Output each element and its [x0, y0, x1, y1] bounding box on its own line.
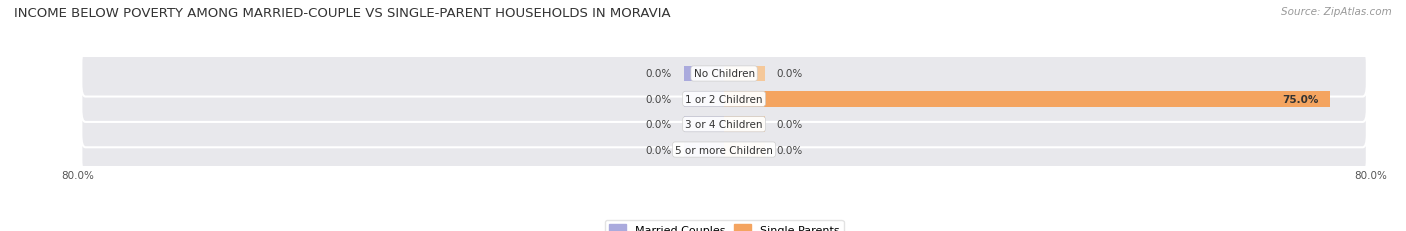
Bar	[724, 142, 765, 158]
FancyBboxPatch shape	[82, 51, 1367, 97]
Text: No Children: No Children	[693, 69, 755, 79]
Text: 1 or 2 Children: 1 or 2 Children	[685, 94, 763, 104]
Bar	[683, 91, 724, 107]
Bar	[724, 91, 1330, 107]
FancyBboxPatch shape	[82, 127, 1367, 173]
Text: 0.0%: 0.0%	[645, 94, 672, 104]
FancyBboxPatch shape	[82, 76, 1367, 122]
Text: INCOME BELOW POVERTY AMONG MARRIED-COUPLE VS SINGLE-PARENT HOUSEHOLDS IN MORAVIA: INCOME BELOW POVERTY AMONG MARRIED-COUPL…	[14, 7, 671, 20]
Legend: Married Couples, Single Parents: Married Couples, Single Parents	[605, 220, 844, 231]
FancyBboxPatch shape	[82, 102, 1367, 148]
Text: 75.0%: 75.0%	[1282, 94, 1319, 104]
Bar	[724, 66, 765, 82]
Text: 0.0%: 0.0%	[776, 69, 803, 79]
Text: 0.0%: 0.0%	[645, 69, 672, 79]
Bar	[683, 142, 724, 158]
Text: 5 or more Children: 5 or more Children	[675, 145, 773, 155]
Text: 0.0%: 0.0%	[645, 120, 672, 130]
Bar	[683, 66, 724, 82]
Text: 0.0%: 0.0%	[776, 120, 803, 130]
Text: 0.0%: 0.0%	[776, 145, 803, 155]
Text: 3 or 4 Children: 3 or 4 Children	[685, 120, 763, 130]
Bar	[724, 117, 765, 133]
Bar	[683, 117, 724, 133]
Text: 0.0%: 0.0%	[645, 145, 672, 155]
Text: Source: ZipAtlas.com: Source: ZipAtlas.com	[1281, 7, 1392, 17]
